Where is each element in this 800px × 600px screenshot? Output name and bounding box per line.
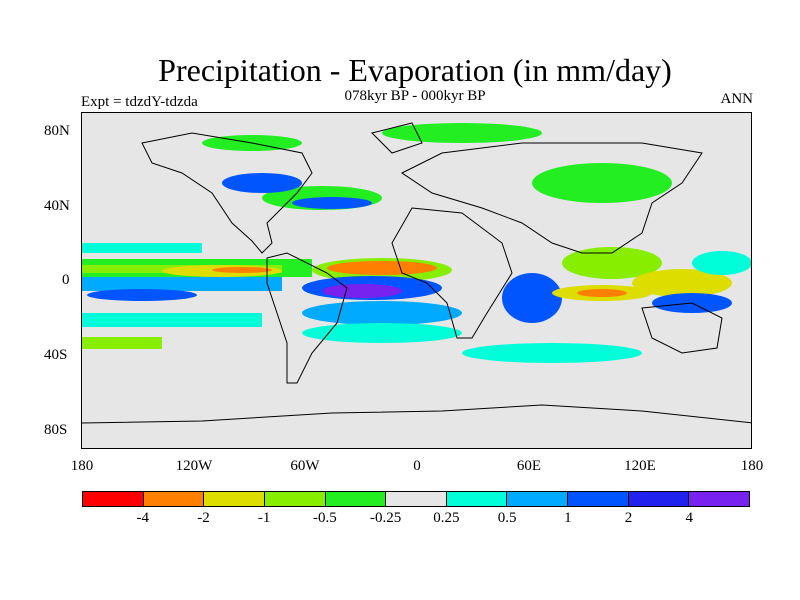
colorbar-label-0: -4 xyxy=(136,510,149,526)
y-label-80s: 80S xyxy=(44,422,68,438)
colorbar-box-0 xyxy=(83,492,144,506)
patch-arctic-green2 xyxy=(382,123,542,143)
map-subtitle: 078kyr BP - 000kyr BP xyxy=(344,88,486,104)
precip-evap-field xyxy=(82,122,751,424)
colorbar-label-4: -0.25 xyxy=(370,510,402,526)
colorbar-label-3: -0.5 xyxy=(313,510,337,526)
colorbar-label-8: 2 xyxy=(624,510,633,526)
map-title: Precipitation - Evaporation (in mm/day) xyxy=(158,52,672,88)
coast-greenland xyxy=(371,122,423,154)
patch-spac-lime xyxy=(82,337,162,349)
coast-antarctica xyxy=(82,404,751,424)
coast-north-america xyxy=(141,132,313,254)
patch-satl-blue xyxy=(302,301,462,325)
patch-atl-orange xyxy=(327,261,437,275)
colorbar-box-1 xyxy=(143,492,205,506)
colorbar-box-7 xyxy=(507,492,569,506)
patch-na-blue xyxy=(222,173,302,193)
patch-wpac-yellow xyxy=(632,269,732,297)
colorbar-label-5: 0.25 xyxy=(433,510,460,526)
patch-pacific-dblue xyxy=(87,289,197,301)
colorbar-label-6: 0.5 xyxy=(497,510,517,526)
y-label-80n: 80N xyxy=(44,123,70,139)
coast-south-america xyxy=(266,252,348,384)
colorbar-box-10 xyxy=(689,492,750,506)
y-label-40n: 40N xyxy=(44,198,70,214)
colorbar-label-1: -2 xyxy=(197,510,210,526)
colorbar-box-6 xyxy=(446,492,508,506)
x-label-60e: 60E xyxy=(516,458,542,474)
coast-australia xyxy=(641,302,723,354)
patch-natl-blue xyxy=(292,197,372,209)
patch-siberia-green xyxy=(532,163,672,203)
colorbar-box-3 xyxy=(264,492,326,506)
patch-sio-cyan xyxy=(462,343,642,363)
season-label: ANN xyxy=(720,91,754,107)
experiment-label: Expt = tdzdY-tdzda xyxy=(81,94,198,110)
coast-africa xyxy=(391,207,513,339)
x-label-120w: 120W xyxy=(175,458,213,474)
patch-satl-cyan xyxy=(302,323,462,343)
patch-pacific-orange xyxy=(212,267,272,273)
patch-pacific-blue xyxy=(82,277,282,291)
anomaly-patches xyxy=(82,123,751,363)
colorbar-box-8 xyxy=(568,492,629,506)
x-label-60w: 60W xyxy=(290,458,320,474)
map-plot-area xyxy=(81,112,752,449)
patch-wpac-cyan xyxy=(692,251,751,275)
patch-npac-cyan xyxy=(82,243,202,253)
patch-spac-cyan xyxy=(82,313,262,327)
colorbar-label-2: -1 xyxy=(257,510,271,526)
colorbar-label-9: 4 xyxy=(685,510,694,526)
x-label-180-right: 180 xyxy=(740,458,764,474)
x-label-120e: 120E xyxy=(624,458,656,474)
y-label-0: 0 xyxy=(62,272,70,288)
patch-io-orange xyxy=(577,289,627,297)
colorbar-box-4 xyxy=(325,492,387,506)
y-label-40s: 40S xyxy=(44,347,68,363)
colorbar-label-7: 1 xyxy=(564,510,572,526)
colorbar-box-2 xyxy=(204,492,265,506)
colorbar xyxy=(82,491,750,507)
patch-asia-lime xyxy=(562,247,662,279)
coastlines xyxy=(82,122,751,424)
colorbar-box-9 xyxy=(628,492,690,506)
coast-eurasia xyxy=(401,142,703,254)
colorbar-box-5 xyxy=(386,492,447,506)
patch-atl-purple xyxy=(322,284,402,298)
x-label-0: 0 xyxy=(413,458,421,474)
x-label-180-left: 180 xyxy=(70,458,94,474)
patch-io-blue xyxy=(502,273,562,323)
